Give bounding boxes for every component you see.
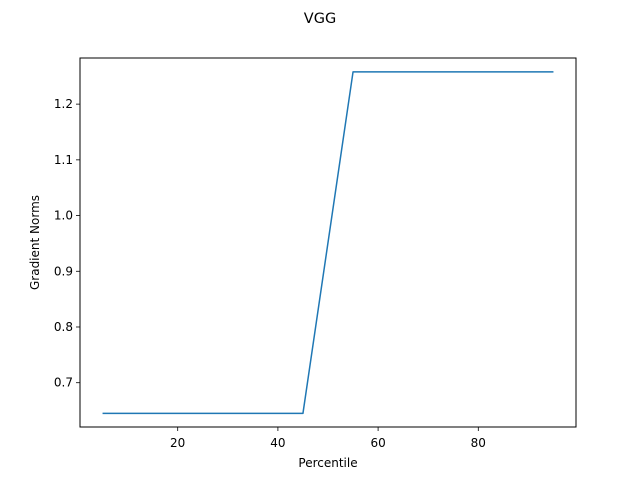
x-axis: 20 40 60 80	[170, 427, 486, 450]
x-axis-label: Percentile	[298, 456, 357, 470]
y-axis: 0.7 0.8 0.9 1.0 1.1 1.2	[54, 97, 80, 390]
y-tick-label: 1.1	[54, 153, 73, 167]
chart-title: VGG	[304, 11, 336, 27]
y-tick-label: 0.9	[54, 264, 73, 278]
y-tick-label: 0.8	[54, 320, 73, 334]
y-tick-label: 1.0	[54, 209, 73, 223]
series-line-0	[102, 71, 554, 415]
x-tick-label: 40	[270, 436, 285, 450]
x-tick-label: 20	[170, 436, 185, 450]
plot-frame	[79, 57, 577, 428]
y-axis-label: Gradient Norms	[28, 195, 42, 290]
x-tick-label: 60	[370, 436, 385, 450]
series-layer	[102, 71, 554, 415]
y-tick-label: 1.2	[54, 97, 73, 111]
x-tick-label: 80	[471, 436, 486, 450]
y-tick-label: 0.7	[54, 376, 73, 390]
